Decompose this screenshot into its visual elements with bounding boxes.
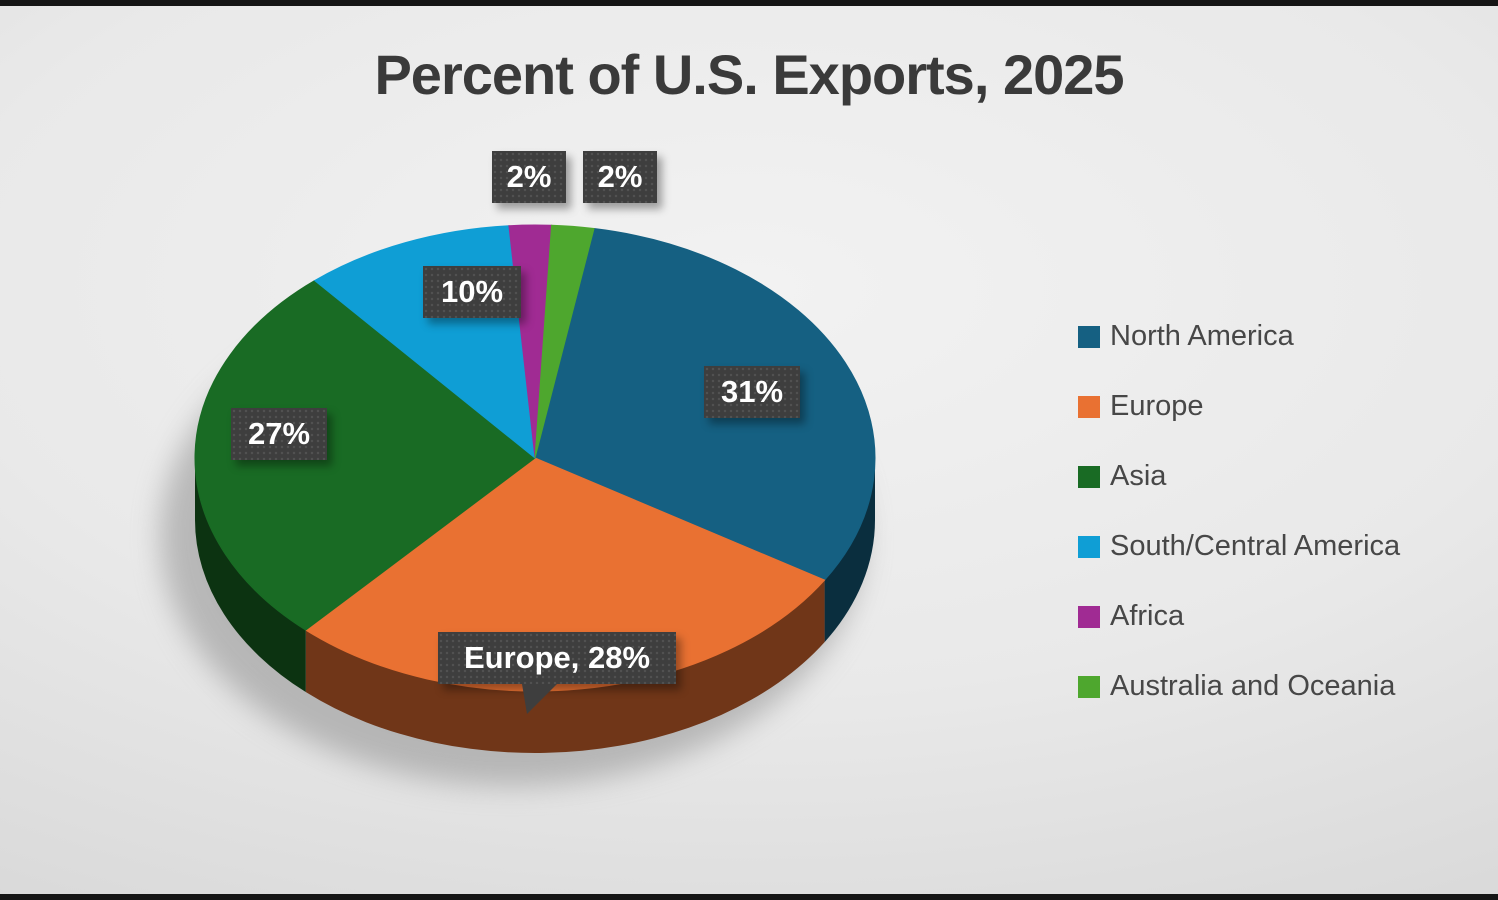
legend-swatch-north-america: [1078, 325, 1100, 348]
pie-slice-1: [304, 457, 826, 692]
legend-label: Europe: [1110, 390, 1204, 422]
chart-legend: North America Europe Asia South/Central …: [1078, 320, 1400, 703]
bottom-border: [0, 894, 1498, 900]
legend-item-north-america: North America: [1078, 320, 1400, 353]
data-label-south-central-america: 10%: [423, 266, 521, 318]
data-label-europe-text: Europe, 28%: [464, 640, 651, 675]
data-label-asia: 27%: [231, 408, 327, 460]
pie-slice-2: [194, 279, 536, 631]
legend-item-africa: Africa: [1078, 600, 1400, 633]
data-label-africa: 2%: [492, 151, 566, 203]
data-label-australia-oceania: 2%: [583, 151, 657, 203]
legend-item-australia-oceania: Australia and Oceania: [1078, 670, 1400, 703]
pie-slice-side-1: [305, 580, 825, 754]
legend-label: Asia: [1110, 460, 1167, 492]
legend-swatch-australia-oceania: [1078, 675, 1100, 698]
data-label-europe: Europe, 28%: [438, 632, 677, 714]
legend-label: North America: [1110, 320, 1294, 352]
top-border: [0, 0, 1498, 6]
callout-tail: [522, 684, 557, 714]
legend-label: Australia and Oceania: [1110, 670, 1396, 702]
legend-item-europe: Europe: [1078, 390, 1400, 423]
legend-swatch-europe: [1078, 395, 1100, 418]
legend-item-south-central-america: South/Central America: [1078, 530, 1400, 563]
pie-slice-side-2: [195, 458, 306, 693]
legend-swatch-south-central-america: [1078, 535, 1100, 558]
legend-label: Africa: [1110, 600, 1185, 632]
legend-swatch-africa: [1078, 605, 1100, 628]
chart-title: Percent of U.S. Exports, 2025: [374, 43, 1124, 106]
legend-swatch-asia: [1078, 465, 1100, 488]
data-label-north-america: 31%: [704, 366, 800, 418]
pie-slice-side-0: [824, 458, 875, 643]
legend-item-asia: Asia: [1078, 460, 1400, 493]
pie-slice-5: [534, 224, 595, 459]
legend-label: South/Central America: [1110, 530, 1401, 562]
